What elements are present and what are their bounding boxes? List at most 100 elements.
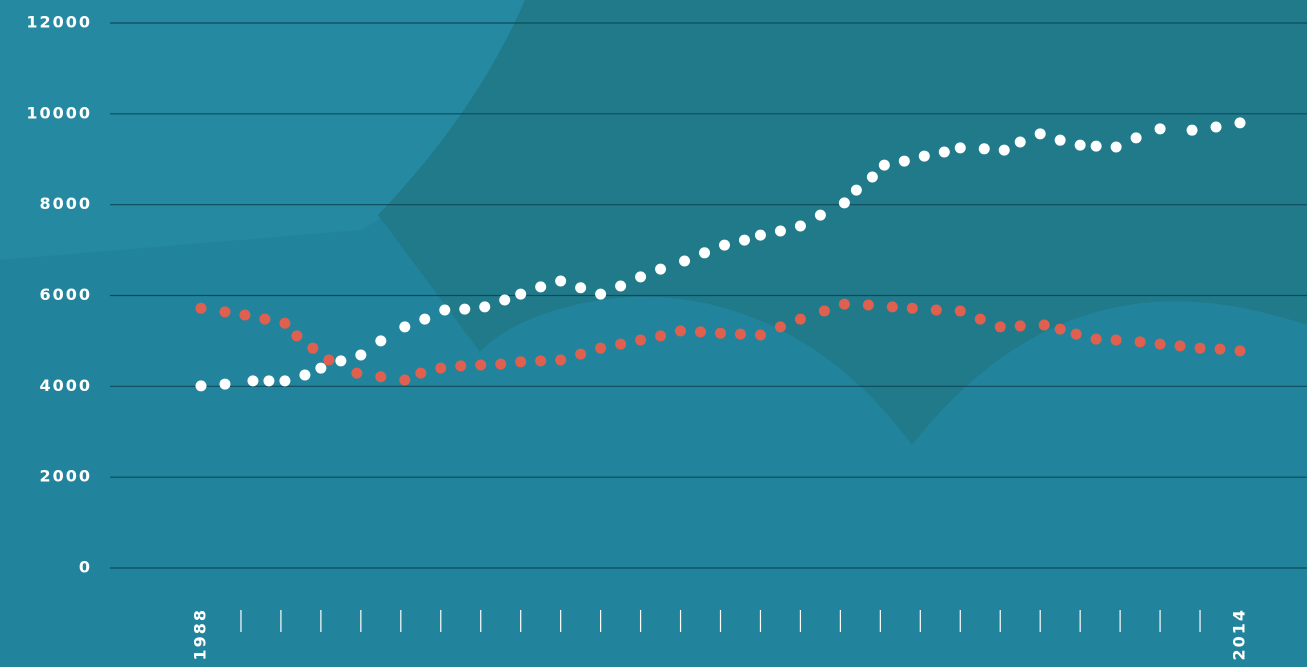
data-point <box>974 313 986 325</box>
data-point <box>954 142 966 154</box>
data-point <box>1070 328 1082 340</box>
data-point <box>1074 139 1086 151</box>
data-point <box>918 150 930 162</box>
data-point <box>794 220 806 232</box>
data-point <box>439 304 451 316</box>
data-point <box>954 305 966 317</box>
data-point <box>794 313 806 325</box>
data-point <box>279 317 291 329</box>
data-point <box>415 367 427 379</box>
y-tick-label: 8000 <box>39 194 92 213</box>
data-point <box>1154 123 1166 135</box>
data-point <box>774 321 786 333</box>
data-point <box>906 302 918 314</box>
data-point <box>299 369 311 381</box>
data-point <box>866 171 878 183</box>
data-point <box>515 356 527 368</box>
y-tick-label: 10000 <box>26 103 92 122</box>
data-point <box>718 239 730 251</box>
data-point <box>998 144 1010 156</box>
data-point <box>675 325 687 337</box>
decor-light <box>0 0 525 260</box>
data-point <box>555 275 567 287</box>
data-point <box>695 326 707 338</box>
decor-dark <box>378 0 1307 445</box>
data-point <box>259 313 271 325</box>
data-point <box>323 354 335 366</box>
data-point <box>1034 128 1046 140</box>
data-point <box>1134 336 1146 348</box>
data-point <box>1130 132 1142 144</box>
data-point <box>499 294 511 306</box>
data-point <box>886 301 898 313</box>
data-point <box>1186 124 1198 136</box>
data-point <box>351 367 363 379</box>
data-point <box>1214 343 1226 355</box>
data-point <box>994 321 1006 333</box>
data-point <box>838 197 850 209</box>
data-point <box>1154 338 1166 350</box>
x-tick-label: 1988 <box>191 608 210 661</box>
data-point <box>1090 333 1102 345</box>
data-point <box>375 335 387 347</box>
data-point <box>1210 121 1222 133</box>
data-point <box>575 282 587 294</box>
data-point <box>679 255 691 267</box>
data-point <box>435 362 447 374</box>
data-point <box>930 304 942 316</box>
data-point <box>1014 320 1026 332</box>
data-point <box>279 375 291 387</box>
data-point <box>898 155 910 167</box>
data-point <box>615 280 627 292</box>
data-point <box>818 305 830 317</box>
data-point <box>1110 141 1122 153</box>
data-point <box>1174 340 1186 352</box>
data-point <box>1194 342 1206 354</box>
data-point <box>419 313 431 325</box>
data-point <box>291 330 303 342</box>
data-point <box>315 362 327 374</box>
data-point <box>715 327 726 339</box>
data-point <box>455 360 467 372</box>
y-tick-label: 2000 <box>39 467 92 486</box>
data-point <box>355 349 367 361</box>
data-point <box>219 378 231 390</box>
data-point <box>754 229 766 241</box>
data-point <box>938 146 950 158</box>
data-point <box>555 354 567 366</box>
data-point <box>774 225 786 237</box>
data-point <box>1014 136 1026 148</box>
data-point <box>399 374 411 386</box>
data-point <box>734 328 746 340</box>
data-point <box>239 309 251 321</box>
data-point <box>635 271 647 283</box>
data-point <box>535 281 547 293</box>
y-tick-label: 0 <box>79 558 92 577</box>
data-point <box>635 334 647 346</box>
data-point <box>575 348 587 360</box>
data-point <box>479 301 491 313</box>
data-point <box>307 342 319 354</box>
data-point <box>219 306 231 318</box>
data-point <box>195 302 207 314</box>
data-point <box>615 338 627 350</box>
data-point <box>754 329 766 341</box>
data-point <box>595 342 607 354</box>
y-tick-label: 4000 <box>39 376 92 395</box>
data-point <box>655 330 667 342</box>
data-point <box>738 234 750 246</box>
data-point <box>1110 334 1122 346</box>
data-point <box>838 298 850 310</box>
data-point <box>375 371 387 383</box>
data-point <box>862 299 874 311</box>
data-point <box>1054 134 1066 146</box>
data-point <box>459 303 471 315</box>
data-point <box>1234 345 1246 357</box>
data-point <box>878 159 890 171</box>
x-tick-label: 2014 <box>1230 608 1249 661</box>
data-point <box>850 184 862 196</box>
y-tick-label: 6000 <box>39 285 92 304</box>
data-point <box>247 375 259 387</box>
